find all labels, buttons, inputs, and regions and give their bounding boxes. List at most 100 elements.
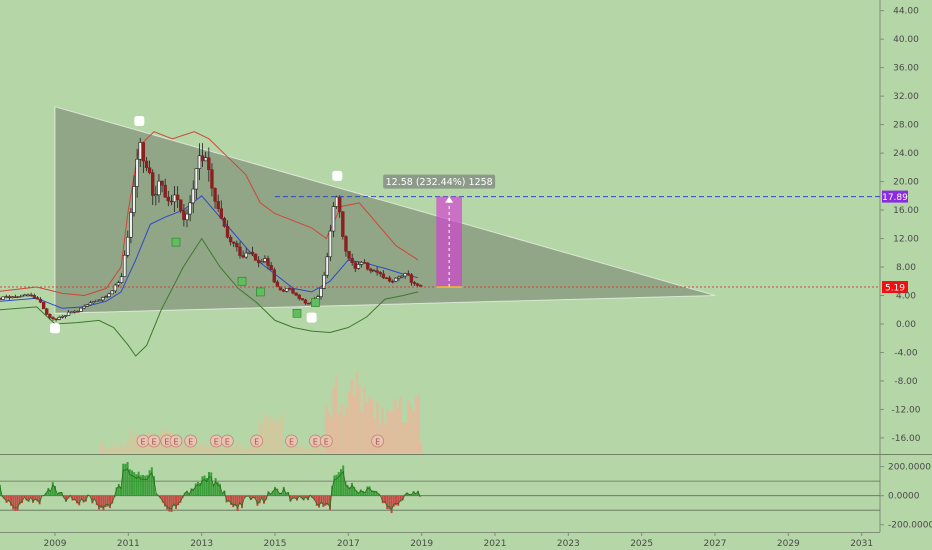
volume-bar: [106, 448, 110, 453]
osc-bar: [128, 469, 131, 496]
earnings-marker: [147, 434, 161, 448]
time-tick-label: 2017: [337, 539, 360, 549]
candle-body: [107, 293, 111, 297]
volume-bar: [127, 441, 130, 453]
osc-bar: [392, 495, 395, 507]
candle-body: [260, 261, 264, 264]
volume-bar: [350, 379, 354, 453]
candle-body: [397, 276, 401, 279]
candle-body: [210, 169, 214, 189]
osc-bar: [3, 495, 6, 500]
earnings-marker: [250, 434, 264, 448]
volume-bar: [109, 447, 112, 453]
volume-bar: [245, 449, 248, 453]
osc-bar: [313, 495, 316, 501]
volume-bar: [247, 446, 251, 453]
osc-bar: [227, 495, 230, 502]
candle-body: [194, 168, 199, 190]
volume-bar: [124, 443, 128, 453]
osc-tick-label: 200.0000: [888, 463, 931, 473]
osc-bar: [216, 482, 219, 496]
price-badge: [882, 190, 908, 203]
candle-body: [235, 243, 239, 248]
volume-bar: [227, 441, 230, 453]
price-tick-label: 16.00: [893, 206, 919, 216]
price-candles: [0, 137, 423, 322]
osc-bar: [315, 495, 318, 506]
osc-bar: [153, 476, 155, 496]
projection-measure[interactable]: 12.58 (232.44%) 1258: [383, 174, 496, 288]
price-axis[interactable]: 44.00 40.00 36.00 32.00 28.00 24.00 20.00 16.00…: [880, 7, 921, 444]
pattern-tag: [292, 309, 302, 318]
osc-bar: [364, 491, 367, 496]
osc-bar: [78, 495, 81, 506]
osc-bar: [249, 495, 252, 501]
candle-body: [13, 296, 18, 299]
time-tick-label: 2009: [44, 539, 67, 549]
osc-bar: [166, 495, 169, 510]
candle-body: [154, 194, 158, 197]
candle-body: [306, 302, 311, 305]
price-tick-label: 36.00: [893, 64, 919, 74]
candle-body: [4, 296, 8, 298]
osc-bar: [80, 495, 83, 500]
osc-tick-label: 0.0000: [888, 492, 920, 502]
time-tick-label: 2015: [264, 539, 287, 549]
osc-bar: [168, 495, 171, 512]
candle-body: [69, 311, 74, 314]
candle-body: [228, 236, 233, 243]
osc-bar: [7, 495, 10, 502]
volume-bar: [358, 385, 361, 453]
candle-body: [244, 252, 248, 258]
candle-body: [54, 318, 58, 321]
candle-body: [191, 188, 195, 204]
volume-bar: [412, 411, 415, 453]
time-axis[interactable]: 2009 2011 2013 2015 2017 2019 2021 2023 2025 2027…: [44, 532, 874, 549]
volume-bar: [396, 408, 400, 453]
candle-body: [157, 180, 161, 196]
candle-body: [232, 241, 236, 244]
projection-label-box: [383, 174, 496, 189]
volume-bar: [301, 442, 305, 453]
osc-line: [0, 468, 421, 511]
earnings-label: E: [173, 438, 178, 447]
candle-body: [216, 201, 220, 209]
candle-body: [73, 311, 77, 313]
candle-body: [419, 285, 423, 287]
candle-body: [51, 317, 55, 320]
osc-bar: [311, 495, 314, 498]
volume-bar: [368, 396, 371, 453]
triangle-drawing[interactable]: [54, 106, 716, 314]
osc-bar: [351, 482, 353, 496]
candle-body: [409, 274, 414, 283]
candle-body: [147, 167, 152, 173]
pivot-marker: [332, 170, 343, 181]
volume-bar: [116, 446, 120, 453]
candle-body: [272, 269, 276, 283]
osc-bar: [122, 463, 125, 496]
osc-bar: [276, 488, 279, 496]
earnings-label: E: [324, 438, 329, 447]
osc-bar: [208, 471, 210, 496]
candle-body: [250, 251, 255, 255]
volume-bar: [173, 442, 176, 453]
osc-bar: [192, 488, 195, 496]
volume-bar: [281, 411, 284, 453]
osc-bar: [324, 495, 327, 506]
volume-bar: [288, 443, 292, 453]
osc-bar: [104, 495, 107, 508]
oscillator-axis[interactable]: 200.0000 0.0000 -200.0000: [880, 463, 932, 531]
volume-bar: [178, 443, 182, 453]
osc-bar: [84, 495, 87, 502]
osc-bar: [232, 495, 235, 508]
time-tick-label: 2031: [850, 539, 873, 549]
candle-body: [269, 265, 273, 271]
osc-bar: [381, 495, 384, 504]
osc-bar: [71, 495, 74, 501]
candle-body: [23, 294, 27, 297]
candle-body: [32, 295, 36, 298]
osc-bar: [357, 492, 360, 496]
osc-bar: [186, 490, 188, 496]
